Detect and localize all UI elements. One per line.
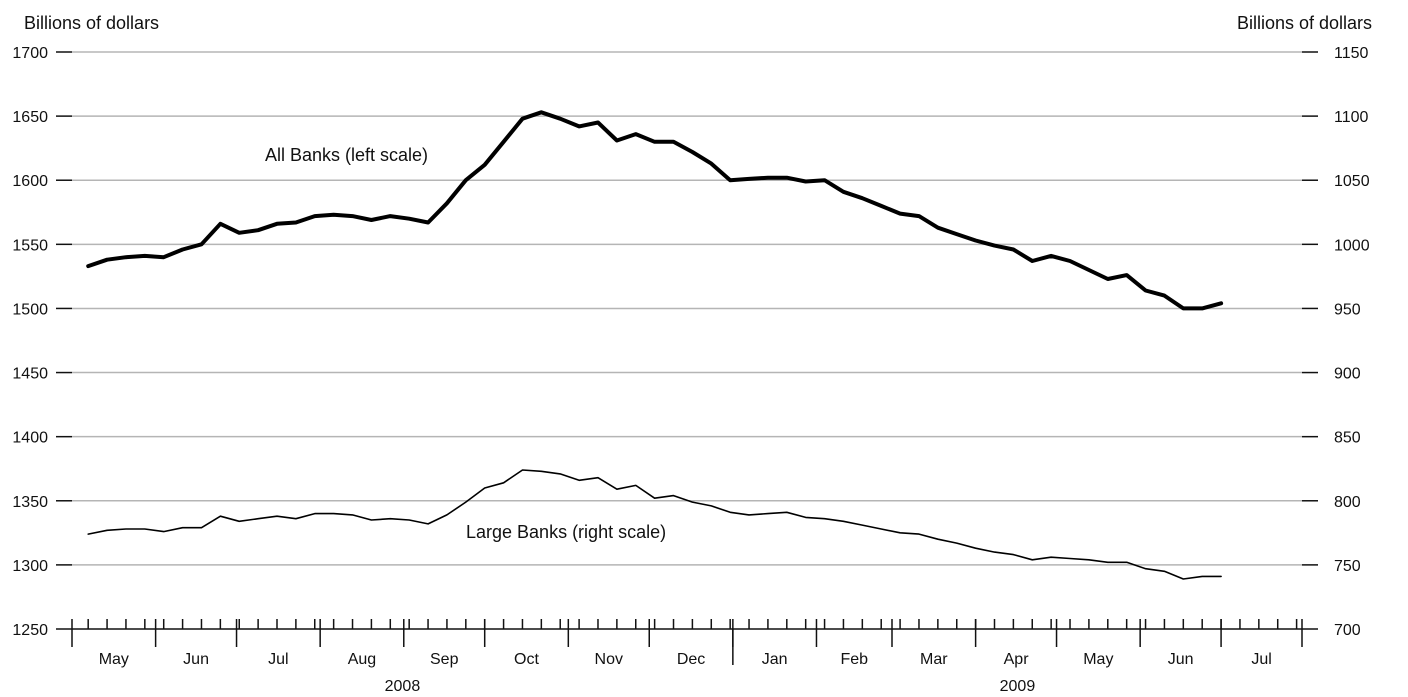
right-tick-label: 800	[1334, 494, 1361, 511]
month-label: Dec	[677, 651, 705, 668]
right-tick-label: 1150	[1334, 45, 1369, 62]
month-label: Oct	[514, 651, 539, 668]
series-labels: All Banks (left scale) Large Banks (right…	[265, 145, 666, 542]
left-tick-label: 1650	[12, 109, 48, 126]
axes: 1250 1300 1350 1400 1450 1500 1550 1600 1650 1700…	[12, 45, 1369, 695]
left-tick-label: 1350	[12, 494, 48, 511]
series-lines	[86, 110, 1224, 580]
left-tick-label: 1700	[12, 45, 48, 62]
left-axis-title: Billions of dollars	[24, 13, 159, 33]
left-tick-label: 1450	[12, 366, 48, 383]
gridlines	[72, 51, 1302, 566]
left-tick-label: 1300	[12, 558, 48, 575]
month-label: Feb	[840, 651, 868, 668]
month-label: Aug	[348, 651, 376, 668]
large-banks-label: Large Banks (right scale)	[466, 522, 666, 542]
year-label-2008: 2008	[385, 678, 421, 695]
large-banks-line	[87, 469, 1222, 580]
all-banks-line	[86, 110, 1224, 311]
left-tick-label: 1550	[12, 237, 48, 254]
month-label: Apr	[1004, 651, 1030, 668]
month-label: May	[1083, 651, 1113, 668]
left-tick-label: 1250	[12, 622, 48, 639]
right-tick-label: 1100	[1334, 109, 1369, 126]
month-label: Nov	[595, 651, 623, 668]
right-tick-label: 1000	[1334, 237, 1370, 254]
month-label: Jul	[1251, 651, 1271, 668]
month-label: Sep	[430, 651, 459, 668]
right-tick-label: 950	[1334, 301, 1361, 318]
right-axis-title: Billions of dollars	[1237, 13, 1372, 33]
right-tick-label: 1050	[1334, 173, 1370, 190]
year-label-2009: 2009	[1000, 678, 1036, 695]
month-label: May	[99, 651, 129, 668]
month-label: Jun	[1168, 651, 1194, 668]
left-tick-label: 1400	[12, 430, 48, 447]
right-tick-label: 750	[1334, 558, 1361, 575]
all-banks-label: All Banks (left scale)	[265, 145, 428, 165]
month-label: Jun	[183, 651, 209, 668]
right-tick-label: 700	[1334, 622, 1361, 639]
month-label: Mar	[920, 651, 948, 668]
right-tick-label: 900	[1334, 366, 1361, 383]
right-tick-label: 850	[1334, 430, 1361, 447]
left-tick-label: 1600	[12, 173, 48, 190]
month-label: Jul	[268, 651, 288, 668]
left-tick-label: 1500	[12, 301, 48, 318]
month-label: Jan	[762, 651, 788, 668]
